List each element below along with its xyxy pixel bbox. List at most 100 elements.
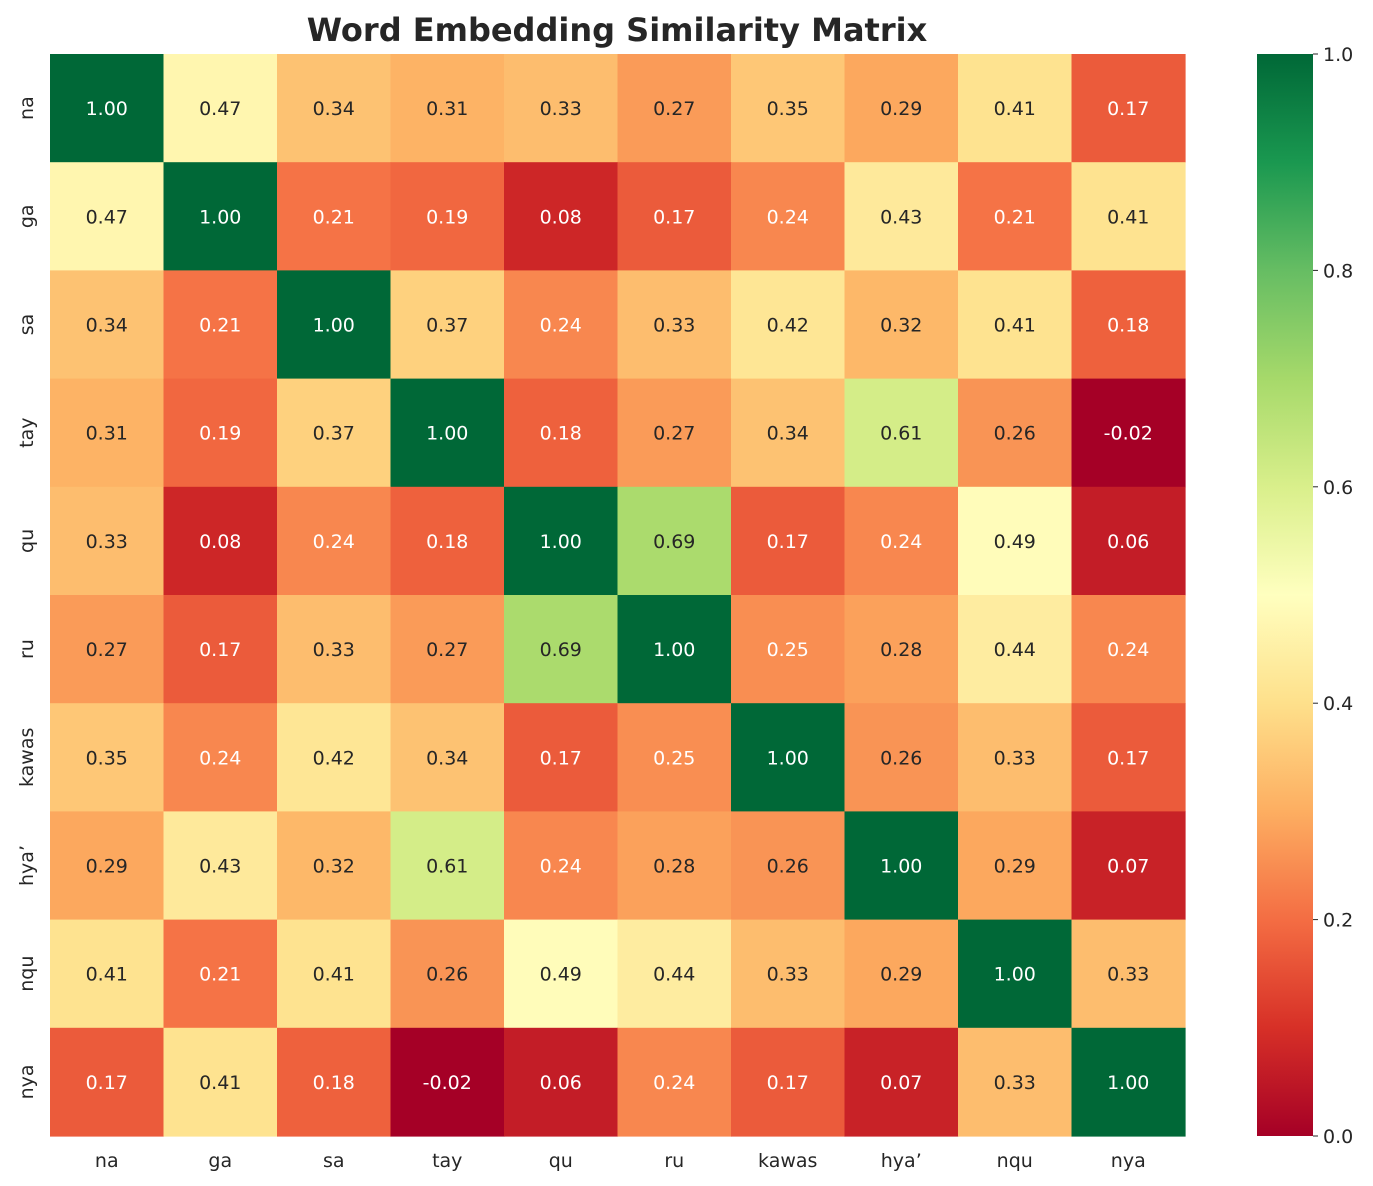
cell-value-label-9-5: 0.24 bbox=[653, 1072, 695, 1094]
cell-value-label-5-0: 0.27 bbox=[86, 639, 128, 661]
heatmap-cell-2-8 bbox=[958, 270, 1073, 380]
y-tick-label-8: nqu bbox=[16, 956, 38, 992]
cell-value-label-4-2: 0.24 bbox=[313, 531, 355, 553]
chart-title: Word Embedding Similarity Matrix bbox=[307, 11, 928, 49]
x-tick-label-1: ga bbox=[208, 1150, 232, 1172]
heatmap-cell-8-5 bbox=[617, 919, 732, 1029]
cell-value-label-1-6: 0.24 bbox=[767, 206, 809, 228]
heatmap-cell-8-9 bbox=[1071, 919, 1186, 1029]
heatmap-cell-3-4 bbox=[504, 378, 619, 488]
x-tick-label-5: ru bbox=[664, 1150, 684, 1172]
heatmap-cell-6-1 bbox=[163, 703, 278, 812]
cell-value-label-3-0: 0.31 bbox=[86, 423, 128, 445]
heatmap-cell-6-8 bbox=[958, 703, 1073, 812]
cell-value-label-7-9: 0.07 bbox=[1107, 856, 1149, 878]
heatmap-cell-4-6 bbox=[731, 486, 846, 596]
heatmap-cell-7-0 bbox=[50, 811, 165, 921]
cell-value-label-2-9: 0.18 bbox=[1107, 315, 1149, 337]
heatmap-cell-5-7 bbox=[844, 595, 959, 704]
cell-value-label-9-9: 1.00 bbox=[1107, 1072, 1149, 1094]
cell-value-label-5-3: 0.27 bbox=[426, 639, 468, 661]
heatmap-cell-8-1 bbox=[163, 919, 278, 1029]
cell-value-label-6-6: 1.00 bbox=[767, 747, 809, 769]
y-tick-label-6: kawas bbox=[16, 728, 38, 787]
cell-value-label-2-5: 0.33 bbox=[653, 315, 695, 337]
heatmap-cell-6-3 bbox=[390, 703, 505, 812]
cell-value-label-6-1: 0.24 bbox=[199, 747, 241, 769]
x-tick-label-6: kawas bbox=[758, 1150, 817, 1172]
heatmap-cell-7-7 bbox=[844, 811, 959, 921]
cell-value-label-2-0: 0.34 bbox=[86, 315, 128, 337]
cell-value-label-6-3: 0.34 bbox=[426, 747, 468, 769]
heatmap-cell-7-6 bbox=[731, 811, 846, 921]
heatmap-cell-3-0 bbox=[50, 378, 165, 488]
heatmap-cell-9-3 bbox=[390, 1027, 505, 1137]
heatmap-cell-3-3 bbox=[390, 378, 505, 488]
cell-value-label-4-3: 0.18 bbox=[426, 531, 468, 553]
heatmap-cell-9-1 bbox=[163, 1027, 278, 1137]
cell-value-label-5-8: 0.44 bbox=[994, 639, 1036, 661]
heatmap-cell-6-4 bbox=[504, 703, 619, 812]
heatmap-cell-2-1 bbox=[163, 270, 278, 380]
heatmap-cell-4-2 bbox=[277, 486, 392, 596]
heatmap-cell-9-5 bbox=[617, 1027, 732, 1137]
heatmap-cell-5-4 bbox=[504, 595, 619, 704]
cell-value-label-0-7: 0.29 bbox=[880, 98, 922, 120]
colorbar-gradient bbox=[1257, 54, 1313, 1136]
heatmap-cell-9-9 bbox=[1071, 1027, 1186, 1137]
y-axis-ticks: na ga sa tay qu ru kawas hya’ nqu nya bbox=[16, 96, 38, 1099]
cell-value-label-9-1: 0.41 bbox=[199, 1072, 241, 1094]
heatmap-cell-7-2 bbox=[277, 811, 392, 921]
heatmap-cell-6-9 bbox=[1071, 703, 1186, 812]
cell-value-label-7-1: 0.43 bbox=[199, 856, 241, 878]
heatmap-cell-5-6 bbox=[731, 595, 846, 704]
y-tick-label-1: ga bbox=[16, 204, 38, 228]
heatmap-cell-4-1 bbox=[163, 486, 278, 596]
heatmap-cell-0-4 bbox=[504, 54, 619, 163]
heatmap-cell-1-0 bbox=[50, 162, 165, 271]
heatmap-cell-3-6 bbox=[731, 378, 846, 488]
heatmap-cell-2-9 bbox=[1071, 270, 1186, 380]
heatmap-cell-7-3 bbox=[390, 811, 505, 921]
x-tick-label-4: qu bbox=[549, 1150, 573, 1172]
cell-value-label-2-2: 1.00 bbox=[313, 315, 355, 337]
heatmap-cell-0-2 bbox=[277, 54, 392, 163]
y-tick-label-2: sa bbox=[16, 314, 38, 336]
x-tick-label-3: tay bbox=[432, 1150, 462, 1172]
heatmap-cell-4-0 bbox=[50, 486, 165, 596]
heatmap-cell-7-1 bbox=[163, 811, 278, 921]
cell-value-label-0-2: 0.34 bbox=[313, 98, 355, 120]
heatmap-cell-0-0 bbox=[50, 54, 165, 163]
heatmap-cell-2-7 bbox=[844, 270, 959, 380]
cell-value-label-8-3: 0.26 bbox=[426, 964, 468, 986]
heatmap-cell-8-4 bbox=[504, 919, 619, 1029]
cell-value-label-1-5: 0.17 bbox=[653, 206, 695, 228]
heatmap-cell-6-7 bbox=[844, 703, 959, 812]
cell-value-label-3-9: -0.02 bbox=[1104, 423, 1153, 445]
cell-value-label-7-0: 0.29 bbox=[86, 856, 128, 878]
heatmap-cell-6-6 bbox=[731, 703, 846, 812]
heatmap-cell-9-8 bbox=[958, 1027, 1073, 1137]
heatmap-cell-3-5 bbox=[617, 378, 732, 488]
cell-value-label-1-1: 1.00 bbox=[199, 206, 241, 228]
cell-value-label-7-2: 0.32 bbox=[313, 856, 355, 878]
y-tick-label-5: ru bbox=[16, 639, 38, 659]
cell-value-label-1-2: 0.21 bbox=[313, 206, 355, 228]
heatmap-cell-1-5 bbox=[617, 162, 732, 271]
colorbar: 0.0 0.2 0.4 0.6 0.8 1.0 bbox=[1257, 44, 1353, 1148]
heatmap-cell-2-2 bbox=[277, 270, 392, 380]
cell-value-label-4-8: 0.49 bbox=[994, 531, 1036, 553]
cell-value-label-9-3: -0.02 bbox=[423, 1072, 472, 1094]
heatmap-cell-0-5 bbox=[617, 54, 732, 163]
x-tick-label-9: nya bbox=[1111, 1150, 1146, 1172]
cell-value-label-4-7: 0.24 bbox=[880, 531, 922, 553]
heatmap-cell-1-4 bbox=[504, 162, 619, 271]
cell-value-label-8-7: 0.29 bbox=[880, 964, 922, 986]
cell-value-label-2-7: 0.32 bbox=[880, 315, 922, 337]
cell-value-label-4-4: 1.00 bbox=[540, 531, 582, 553]
heatmap-cells bbox=[50, 54, 1186, 1137]
cell-value-label-3-6: 0.34 bbox=[767, 423, 809, 445]
heatmap-cell-8-7 bbox=[844, 919, 959, 1029]
cell-value-label-2-6: 0.42 bbox=[767, 315, 809, 337]
heatmap-cell-4-5 bbox=[617, 486, 732, 596]
